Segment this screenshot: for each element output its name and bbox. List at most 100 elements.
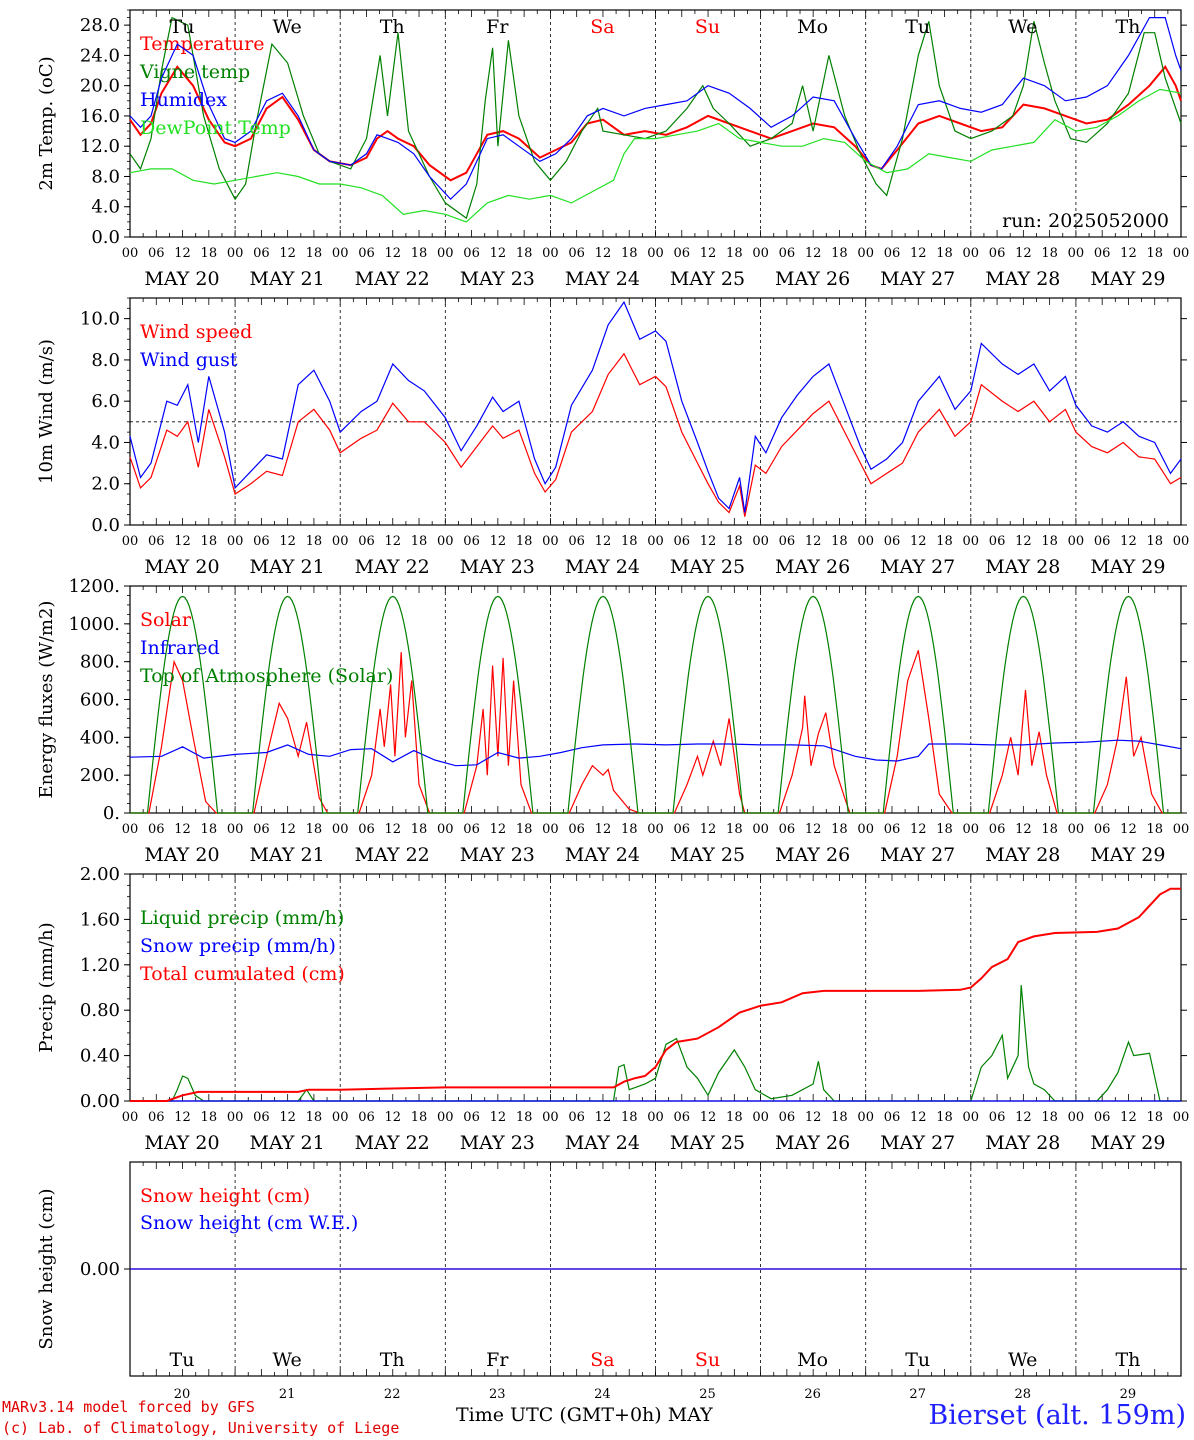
day-number: 23: [489, 1387, 506, 1402]
hour-label: 06: [358, 534, 375, 549]
hour-label: 12: [1120, 822, 1137, 837]
hour-label: 12: [1015, 822, 1032, 837]
date-label: MAY 25: [670, 1132, 745, 1154]
hour-label: 06: [989, 822, 1006, 837]
day-name-top: Tu: [905, 16, 930, 38]
y-axis-label: Energy fluxes (W/m2): [36, 601, 57, 799]
legend-entry: Snow height (cm): [140, 1185, 310, 1207]
date-label: MAY 24: [565, 268, 640, 290]
legend-entry: Infrared: [140, 637, 220, 659]
hour-label: 12: [174, 1110, 191, 1125]
hour-label: 06: [674, 246, 691, 261]
hour-label: 18: [516, 246, 533, 261]
date-label: MAY 23: [460, 844, 535, 866]
hour-label: 00: [1173, 1110, 1190, 1125]
y-tick-label: 0.80: [80, 1000, 120, 1021]
legend-entry: Snow precip (mm/h): [140, 935, 336, 957]
hour-label: 00: [437, 1110, 454, 1125]
hour-label: 06: [1094, 534, 1111, 549]
hour-label: 18: [1146, 246, 1163, 261]
hour-label: 18: [411, 534, 428, 549]
date-label: MAY 20: [144, 1132, 219, 1154]
hour-label: 00: [1068, 822, 1085, 837]
hour-label: 06: [148, 1110, 165, 1125]
legend-entry: Liquid precip (mm/h): [140, 907, 344, 929]
hour-label: 00: [752, 534, 769, 549]
hour-label: 00: [1068, 1110, 1085, 1125]
hour-label: 00: [647, 246, 664, 261]
day-name-bottom: Fr: [486, 1349, 509, 1371]
hour-label: 12: [1120, 534, 1137, 549]
y-tick-label: 0.00: [80, 1259, 120, 1280]
hour-label: 12: [595, 246, 612, 261]
day-number: 27: [909, 1387, 926, 1402]
hour-label: 00: [332, 534, 349, 549]
hour-label: 12: [595, 534, 612, 549]
date-label: MAY 23: [460, 268, 535, 290]
day-name-top: Tu: [170, 16, 195, 38]
hour-label: 12: [1015, 534, 1032, 549]
date-label: MAY 22: [355, 268, 430, 290]
y-tick-label: 0.0: [91, 227, 120, 248]
hour-label: 18: [936, 246, 953, 261]
y-axis-label: 2m Temp. (oC): [36, 56, 57, 190]
hour-label: 00: [963, 534, 980, 549]
hour-label: 06: [463, 822, 480, 837]
hour-label: 00: [857, 822, 874, 837]
date-label: MAY 27: [880, 1132, 955, 1154]
hour-label: 18: [621, 1110, 638, 1125]
hour-label: 12: [910, 822, 927, 837]
hour-label: 12: [1120, 1110, 1137, 1125]
date-label: MAY 29: [1090, 844, 1165, 866]
hour-label: 00: [542, 1110, 559, 1125]
day-name-bottom: Th: [380, 1349, 405, 1371]
hour-label: 00: [332, 246, 349, 261]
y-tick-label: 6.0: [91, 391, 120, 412]
hour-label: 18: [201, 822, 218, 837]
legend-entry: DewPoint Temp: [140, 117, 291, 139]
series-line-3-2: [130, 887, 1181, 1102]
hour-label: 00: [647, 534, 664, 549]
hour-label: 06: [779, 822, 796, 837]
hour-label: 00: [647, 822, 664, 837]
y-tick-label: 1.20: [80, 955, 120, 976]
hour-label: 00: [542, 534, 559, 549]
date-label: MAY 29: [1090, 556, 1165, 578]
hour-label: 18: [1146, 822, 1163, 837]
date-label: MAY 21: [250, 1132, 325, 1154]
hour-label: 00: [963, 1110, 980, 1125]
legend-entry: Solar: [140, 609, 192, 631]
hour-label: 00: [332, 822, 349, 837]
day-name-top: Su: [695, 16, 720, 38]
hour-label: 00: [1173, 534, 1190, 549]
hour-label: 12: [490, 246, 507, 261]
date-label: MAY 21: [250, 556, 325, 578]
hour-label: 00: [227, 1110, 244, 1125]
hour-label: 18: [831, 822, 848, 837]
day-number: 28: [1015, 1387, 1032, 1402]
y-tick-label: 24.0: [80, 45, 120, 66]
y-tick-label: 2.00: [80, 864, 120, 885]
hour-label: 18: [1146, 534, 1163, 549]
hour-label: 12: [805, 246, 822, 261]
station-label: Bierset (alt. 159m): [928, 1400, 1186, 1431]
hour-label: 18: [201, 1110, 218, 1125]
hour-label: 12: [279, 534, 296, 549]
date-label: MAY 28: [985, 268, 1060, 290]
hour-label: 06: [779, 246, 796, 261]
hour-label: 00: [752, 1110, 769, 1125]
time-axis-title-text: Time UTC (GMT+0h): [456, 1404, 662, 1426]
hour-label: 12: [174, 534, 191, 549]
hour-label: 18: [831, 534, 848, 549]
hour-label: 06: [253, 534, 270, 549]
date-label: MAY 29: [1090, 268, 1165, 290]
hour-label: 00: [122, 246, 139, 261]
hour-label: 06: [463, 534, 480, 549]
model-credit: MARv3.14 model forced by GFS: [2, 1398, 255, 1416]
hour-label: 12: [490, 1110, 507, 1125]
day-name-bottom: Tu: [905, 1349, 930, 1371]
hour-label: 06: [884, 1110, 901, 1125]
day-name-top: Mo: [797, 16, 828, 38]
hour-label: 00: [122, 1110, 139, 1125]
day-name-bottom: Th: [1115, 1349, 1140, 1371]
